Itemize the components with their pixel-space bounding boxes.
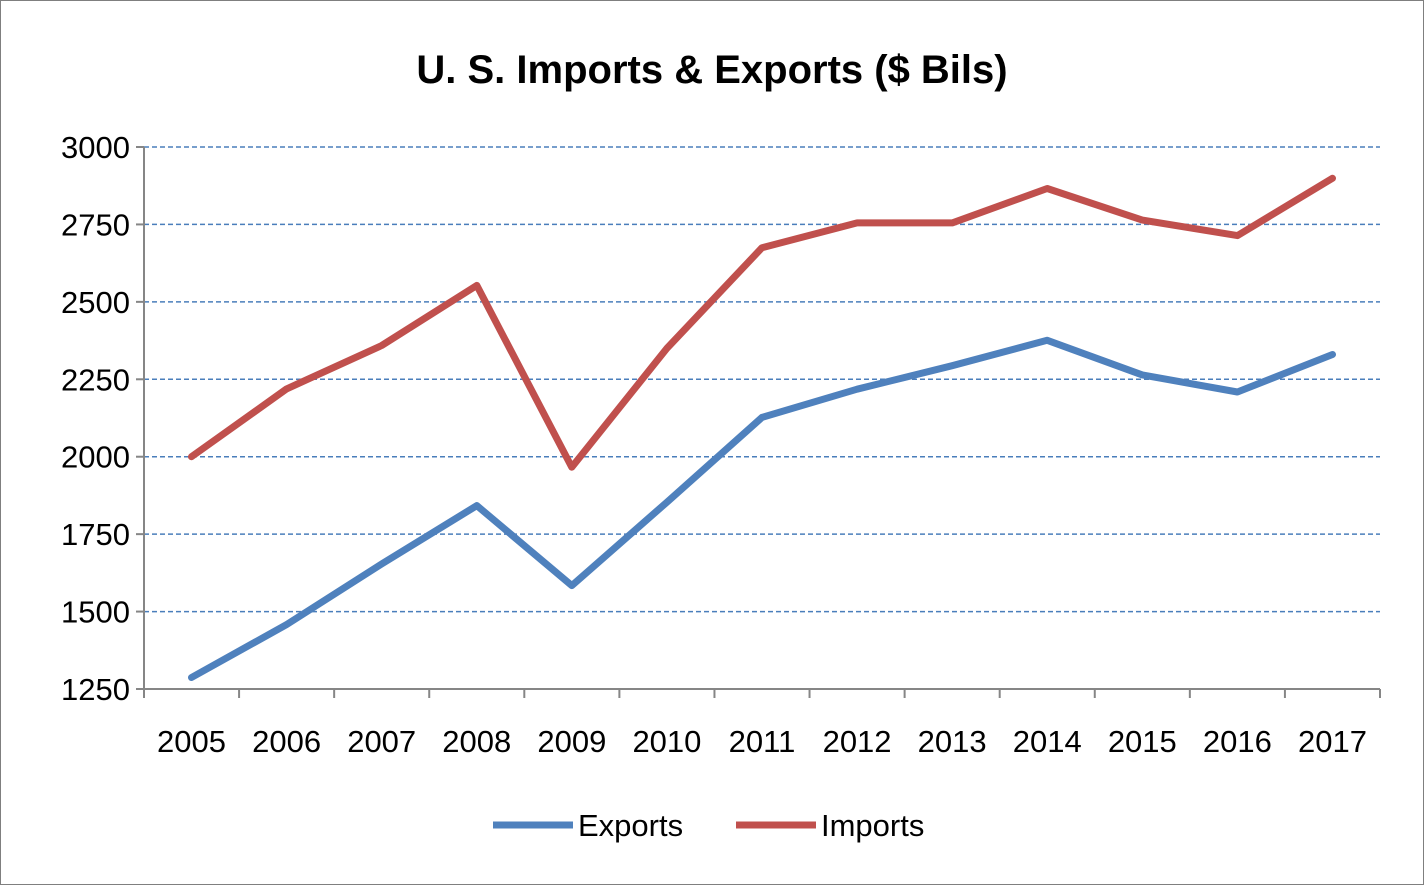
x-tick-label: 2007	[347, 724, 416, 759]
x-tick-label: 2010	[632, 724, 701, 759]
x-tick-label: 2006	[252, 724, 321, 759]
x-tick-label: 2011	[729, 724, 796, 759]
legend-label-exports: Exports	[578, 808, 683, 843]
legend: Exports Imports	[493, 808, 924, 843]
x-tick-label: 2013	[918, 724, 987, 759]
y-tick-label: 3000	[61, 130, 130, 165]
y-tick-label: 1750	[61, 517, 130, 552]
series-line-exports	[192, 340, 1333, 677]
x-tick-label: 2016	[1203, 724, 1272, 759]
x-tick-label: 2008	[442, 724, 511, 759]
x-tick-label: 2014	[1013, 724, 1082, 759]
y-tick-label: 2750	[61, 207, 130, 242]
x-tick-label: 2012	[823, 724, 892, 759]
y-tick-label: 2000	[61, 440, 130, 475]
legend-label-imports: Imports	[821, 808, 924, 843]
x-tick-label: 2015	[1108, 724, 1177, 759]
series-line-imports	[192, 178, 1333, 467]
y-tick-label: 2500	[61, 285, 130, 320]
series-lines	[191, 178, 1332, 677]
x-tick-label: 2009	[537, 724, 606, 759]
gridlines	[144, 147, 1380, 612]
y-tick-label: 1500	[61, 595, 130, 630]
y-tick-label: 1250	[61, 672, 130, 707]
y-tick-label: 2250	[61, 362, 130, 397]
x-tick-label: 2017	[1298, 724, 1367, 759]
chart-title: U. S. Imports & Exports ($ Bils)	[416, 48, 1007, 92]
x-tick-label: 2005	[157, 724, 226, 759]
